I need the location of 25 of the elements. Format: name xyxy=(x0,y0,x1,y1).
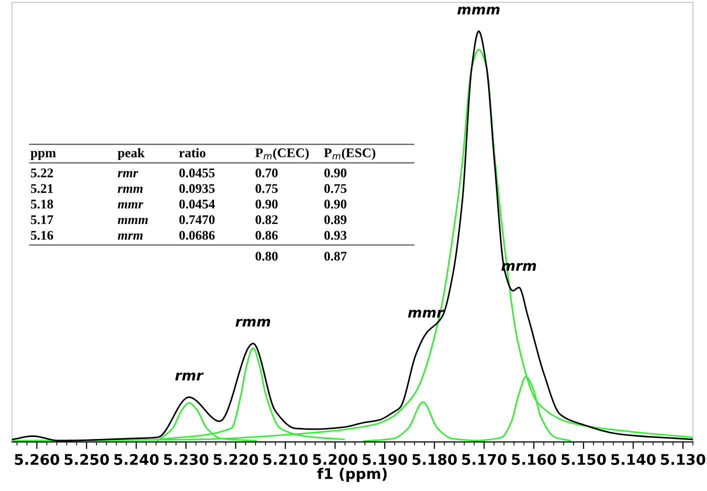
x-tick-label: 5.190 xyxy=(362,454,408,465)
x-tick-label: 5.130 xyxy=(660,454,706,465)
x-tick-label: 5.250 xyxy=(64,454,109,465)
text: 0.80 0.87 xyxy=(256,252,347,261)
text: ppm peak ratio P$_{m}$(CEC) P$_{m}$(ESC) xyxy=(30,148,376,160)
x-tick-label: 5.180 xyxy=(412,454,457,465)
x-tick-label: 5.170 xyxy=(462,454,506,465)
text: 5.22 rmr 0.0455 0.70 0.90 xyxy=(30,168,346,178)
x-tick-label: 5.140 xyxy=(611,454,656,465)
text: 5.16 mrm 0.0686 0.86 0.93 xyxy=(30,230,346,240)
x-axis-title: f1 (ppm) xyxy=(317,468,387,482)
x-tick-label: 5.200 xyxy=(313,454,358,465)
text: 5.18 mmr 0.0454 0.90 0.90 xyxy=(30,200,346,209)
x-tick-label: 5.150 xyxy=(562,454,606,465)
x-tick-label: 5.220 xyxy=(214,454,258,465)
text: 5.17 mmm 0.7470 0.82 0.89 xyxy=(30,215,346,224)
x-tick-label: 5.210 xyxy=(263,454,308,465)
x-tick-label: 5.230 xyxy=(164,454,208,465)
x-tick-label: 5.260 xyxy=(14,454,60,465)
x-tick-label: 5.240 xyxy=(114,454,159,465)
text: 5.21 rmm 0.0935 0.75 0.75 xyxy=(30,184,346,194)
annotation: rmm xyxy=(236,318,270,327)
annotation: mmm xyxy=(457,6,500,14)
x-tick-label: 5.160 xyxy=(512,454,556,465)
annotation: rmr xyxy=(175,372,204,380)
